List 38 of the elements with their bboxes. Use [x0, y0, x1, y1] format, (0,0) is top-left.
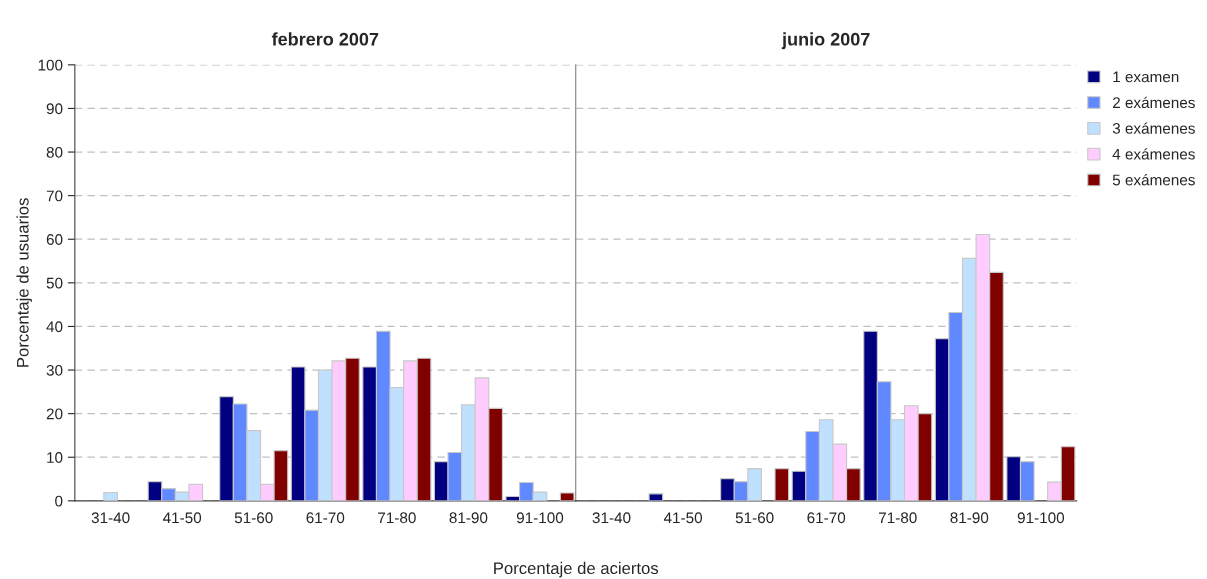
x-tick-label: 81-90 — [950, 512, 989, 524]
legend-label: 4 exámenes — [1112, 148, 1195, 160]
x-tick-label: 91-100 — [516, 512, 564, 524]
y-tick-label: 10 — [47, 452, 63, 463]
y-axis-title: Porcentaje de usuarios — [16, 198, 32, 367]
bar — [559, 492, 575, 501]
x-tick-label: 31-40 — [91, 512, 130, 524]
chart-title: junio 2007 — [781, 32, 870, 50]
x-tick-label: 61-70 — [807, 512, 846, 524]
x-tick-label: 61-70 — [306, 512, 345, 524]
legend-label: 3 exámenes — [1112, 122, 1195, 134]
bar — [648, 493, 664, 501]
y-tick-label: 60 — [46, 234, 63, 245]
chart-title: febrero 2007 — [271, 32, 379, 46]
x-tick-label: 31-40 — [592, 512, 631, 524]
x-tick-label: 81-90 — [449, 512, 488, 524]
x-axis-title: Porcentaje de aciertos — [494, 561, 659, 578]
legend-label: 5 exámenes — [1112, 173, 1195, 186]
legend-label: 2 exámenes — [1112, 96, 1195, 109]
y-tick-label: 30 — [46, 364, 63, 376]
y-tick-label: 0 — [55, 495, 63, 507]
legend-label: 1 examen — [1113, 71, 1179, 83]
y-tick-label: 40 — [46, 321, 63, 333]
x-tick-label: 51-60 — [735, 512, 774, 524]
x-tick-label: 41-50 — [663, 512, 703, 524]
y-tick-label: 100 — [38, 59, 63, 71]
bar — [103, 491, 118, 501]
y-tick-label: 20 — [46, 408, 63, 420]
bar — [774, 468, 790, 501]
y-tick-label: 70 — [46, 190, 63, 202]
y-tick-label: 50 — [46, 277, 63, 289]
x-tick-label: 41-50 — [162, 512, 202, 524]
y-tick-label: 80 — [46, 146, 63, 158]
x-tick-label: 71-80 — [378, 512, 416, 524]
x-tick-label: 91-100 — [1017, 512, 1065, 524]
x-tick-label: 71-80 — [879, 512, 917, 524]
x-tick-label: 51-60 — [234, 512, 273, 524]
y-tick-label: 90 — [46, 103, 63, 115]
